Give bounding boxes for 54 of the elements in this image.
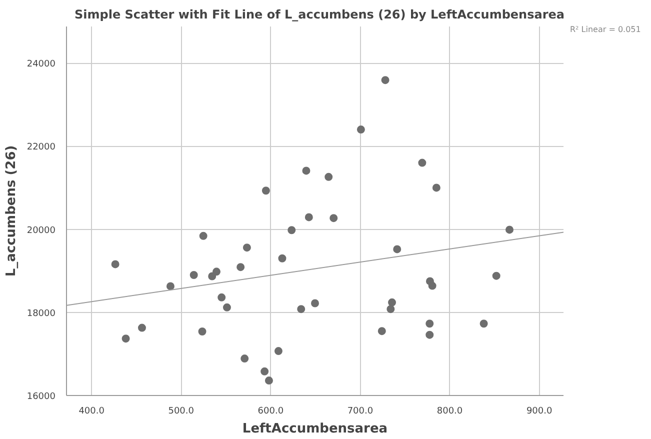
y-tick-label: 16000	[26, 392, 56, 402]
point	[418, 158, 426, 167]
point	[393, 245, 402, 254]
point	[236, 263, 245, 272]
point	[480, 320, 488, 328]
point	[166, 282, 174, 290]
point	[262, 186, 270, 195]
y-tick-label: 24000	[26, 60, 56, 70]
point	[138, 324, 146, 332]
point	[492, 272, 500, 280]
point	[198, 328, 206, 336]
point	[381, 76, 390, 84]
point	[324, 172, 333, 181]
y-tick-label: 20000	[26, 226, 56, 236]
point	[428, 282, 436, 290]
point	[311, 299, 319, 308]
point	[242, 244, 251, 252]
x-tick-label: 500.0	[168, 406, 194, 416]
point	[426, 330, 434, 339]
point	[378, 327, 386, 336]
point	[330, 214, 338, 222]
chart-title: Simple Scatter with Fit Line of L_accumbens (26) by LeftAccumbensarea	[74, 8, 564, 22]
point	[304, 213, 313, 222]
point	[240, 354, 249, 363]
point	[222, 303, 231, 312]
point	[388, 298, 396, 306]
y-tick-label: 18000	[26, 308, 56, 319]
point	[190, 271, 198, 279]
x-tick-label: 400.0	[78, 406, 105, 416]
point	[111, 260, 120, 268]
point	[302, 166, 310, 175]
point	[432, 184, 440, 192]
x-tick-label: 600.0	[258, 406, 284, 416]
point	[386, 305, 395, 314]
point	[212, 268, 220, 276]
x-axis-title: LeftAccumbensarea	[242, 422, 388, 436]
point	[506, 226, 514, 234]
point	[122, 334, 130, 343]
y-axis-title: L_accumbens (26)	[4, 145, 19, 277]
point	[426, 320, 434, 328]
point	[297, 305, 306, 314]
point	[199, 232, 208, 240]
x-tick-label: 800.0	[436, 406, 463, 416]
x-tick-label: 700.0	[347, 406, 374, 416]
point	[264, 376, 273, 385]
point	[218, 293, 226, 302]
y-tick-label: 22000	[26, 142, 56, 153]
point	[356, 126, 365, 134]
text: R² Linear = 0.051	[570, 24, 641, 36]
point	[278, 254, 286, 262]
point	[274, 347, 282, 356]
point	[260, 367, 269, 376]
x-tick-label: 900.0	[526, 406, 552, 416]
point	[288, 226, 296, 234]
